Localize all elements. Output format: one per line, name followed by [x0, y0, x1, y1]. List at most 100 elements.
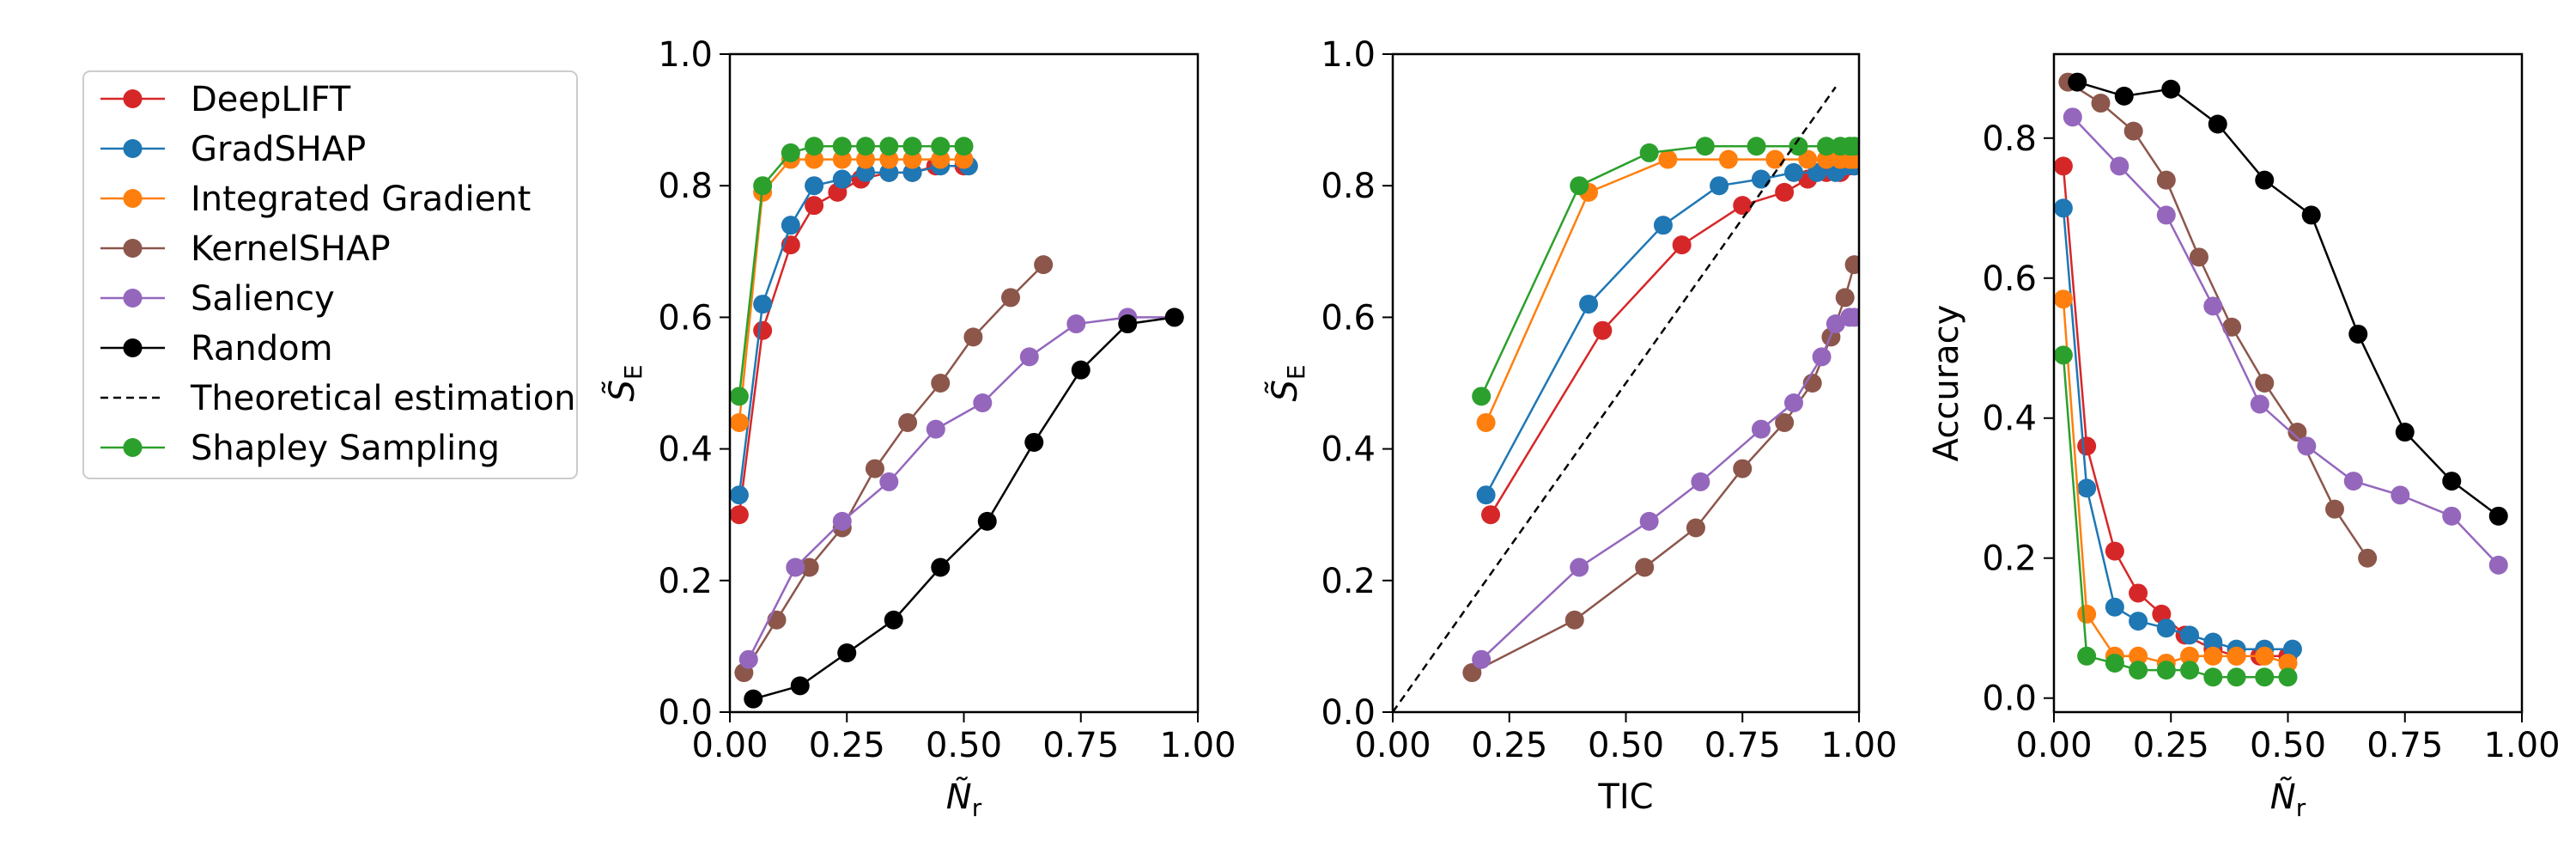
panel2-point-shapley-sampling — [1844, 137, 1859, 156]
panel2-x-tick-label: 0.50 — [1588, 726, 1664, 765]
panel3-series-line-kernelshap — [2067, 81, 2369, 559]
panel3-y-axis-label: Accuracy — [1927, 305, 1966, 462]
panel1-point-shapley-sampling — [753, 176, 773, 196]
panel3-series-line-gradshap — [2062, 208, 2293, 650]
legend-swatch-marker — [123, 289, 143, 308]
panel1-point-kernelshap — [963, 327, 983, 347]
panel3-point-shapley-sampling — [2227, 667, 2246, 687]
panel3-point-gradshap — [2203, 632, 2223, 652]
panel1-point-random — [837, 643, 857, 663]
legend-frame — [82, 70, 578, 479]
panel3-point-saliency — [2343, 472, 2363, 491]
panel2-y-tick-label: 0.0 — [1321, 693, 1376, 733]
panel1-series-line-shapley-sampling — [738, 144, 964, 397]
panel1-point-integrated-gradient — [730, 412, 749, 432]
panel1-point-integrated-gradient — [931, 149, 951, 169]
panel2-point-saliency — [1844, 308, 1859, 327]
panel3-series-line-shapley-sampling — [2062, 355, 2288, 679]
panel1-x-axis-label: Ñr — [946, 776, 982, 822]
panel3-point-integrated-gradient — [2129, 646, 2148, 666]
panel1-point-kernelshap — [931, 374, 951, 393]
legend-entry-theoretical-estimation: Theoretical estimation — [100, 379, 576, 418]
panel2-point-integrated-gradient — [1798, 149, 1818, 169]
legend-swatch-marker — [123, 438, 143, 457]
panel2-point-saliency — [1812, 347, 1832, 367]
panel1-point-integrated-gradient — [902, 149, 922, 169]
panel3-point-integrated-gradient — [2203, 646, 2223, 666]
panel3-point-saliency — [2063, 107, 2082, 127]
panel2-point-integrated-gradient — [1765, 149, 1785, 169]
panel1-point-random — [1164, 308, 1184, 327]
panel3-point-integrated-gradient — [2255, 646, 2275, 666]
panel2-point-kernelshap — [1844, 255, 1859, 275]
panel2-point-deeplift — [1593, 320, 1613, 340]
panel1-series-line-saliency — [747, 316, 1175, 661]
legend-label: DeepLIFT — [191, 80, 351, 119]
chart-panel-2: 0.00 0.25 0.50 0.75 1.00 0.0 0.2 0.4 0.6 0.8 1.0 TI… — [1264, 35, 1898, 817]
legend-label: Saliency — [191, 279, 335, 319]
panel2-point-deeplift — [1672, 235, 1692, 255]
panel2-point-gradshap — [1653, 216, 1673, 235]
panel3-x-tick-label: 0.75 — [2366, 726, 2443, 765]
panel3-point-saliency — [2391, 485, 2410, 505]
panel1-axes-frame — [728, 52, 1200, 714]
panel1-point-shapley-sampling — [954, 137, 974, 156]
panel1-point-saliency — [1019, 347, 1039, 367]
panel1-point-shapley-sampling — [902, 137, 922, 156]
panel1-point-random — [931, 557, 951, 577]
panel1-point-deeplift — [753, 320, 773, 340]
panel1-point-kernelshap — [1001, 288, 1020, 308]
panel2-point-shapley-sampling — [1472, 387, 1492, 406]
panel1-point-random — [884, 610, 903, 630]
panel1-point-shapley-sampling — [879, 137, 899, 156]
panel2-point-integrated-gradient — [1718, 149, 1738, 169]
panel3-point-integrated-gradient — [2278, 653, 2298, 673]
panel2-point-kernelshap — [1686, 518, 1705, 538]
chart-panel-3: 0.00 0.25 0.50 0.75 1.00 0.0 0.2 0.4 0.6 0.8 Ñr Acc… — [1927, 52, 2561, 822]
panel3-point-kernelshap — [2222, 317, 2242, 337]
panel3-point-random — [2068, 72, 2087, 92]
panel1-point-saliency — [738, 649, 758, 669]
panel2-point-kernelshap — [1775, 412, 1795, 432]
panel3-point-random — [2395, 423, 2415, 442]
panel2-point-shapley-sampling — [1789, 137, 1808, 156]
panel2-y-tick-label: 0.2 — [1321, 562, 1376, 601]
panel3-x-tick-label: 0.25 — [2133, 726, 2209, 765]
panel1-y-tick-label: 0.4 — [658, 430, 713, 470]
panel1-point-integrated-gradient — [954, 149, 974, 169]
panel1-point-random — [1071, 360, 1091, 380]
panel2-point-deeplift — [1481, 505, 1501, 525]
panel2-point-gradshap — [1476, 485, 1496, 505]
panel2-point-shapley-sampling — [1816, 137, 1836, 156]
panel1-point-random — [977, 511, 997, 531]
panel3-point-random — [2208, 114, 2227, 134]
panel1-point-gradshap — [879, 162, 899, 182]
panel3-y-tick-label: 0.4 — [1982, 399, 2037, 439]
panel3-point-saliency — [2110, 156, 2129, 176]
panel2-point-saliency — [1751, 419, 1771, 439]
chart-panel-1: 0.00 0.25 0.50 0.75 1.00 0.0 0.2 0.4 0.6 0.8 1.0 Ñr… — [601, 35, 1236, 822]
legend-entry-kernelshap: KernelSHAP — [100, 229, 391, 269]
panel1-y-tick-label: 0.6 — [658, 298, 713, 338]
panel3-point-shapley-sampling — [2278, 667, 2298, 687]
panel2-point-kernelshap — [1733, 459, 1753, 478]
legend-label: Integrated Gradient — [191, 180, 531, 219]
panel3-axes-frame — [2052, 52, 2524, 714]
legend-swatch-marker — [123, 89, 143, 108]
panel3-point-deeplift — [2105, 541, 2124, 561]
panel1-point-saliency — [786, 557, 805, 577]
panel3-point-kernelshap — [2255, 374, 2275, 393]
panel3-point-kernelshap — [2156, 170, 2176, 190]
panel1-y-axis-label: S̃E — [601, 364, 647, 401]
panel2-x-tick-label: 0.75 — [1704, 726, 1781, 765]
panel1-point-random — [1024, 432, 1044, 452]
panel1-point-shapley-sampling — [832, 137, 852, 156]
panel1-series-line-gradshap — [738, 164, 969, 496]
panel2-series-line-theoretical-estimation — [1393, 86, 1837, 712]
panel1-point-shapley-sampling — [805, 137, 824, 156]
panel1-point-gradshap — [902, 162, 922, 182]
panel3-point-saliency — [2250, 394, 2269, 414]
legend-entry-random: Random — [100, 329, 333, 369]
legend-label: Theoretical estimation — [190, 379, 576, 418]
